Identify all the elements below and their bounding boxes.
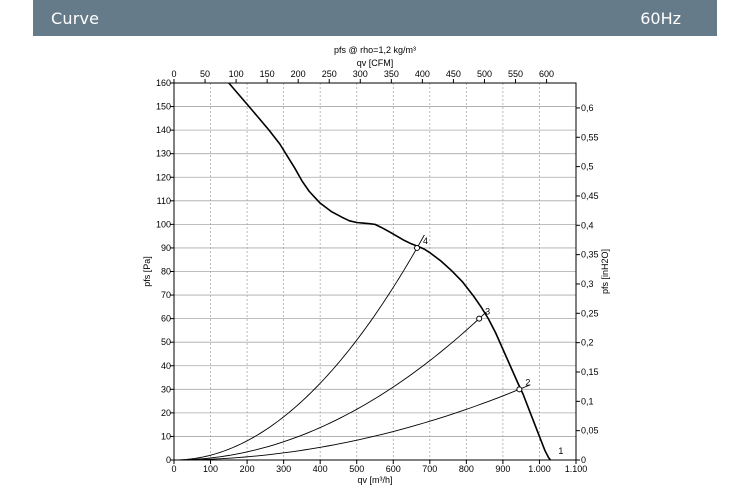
- y-tick-label: 150: [156, 102, 171, 112]
- y2-tick-label: 0,5: [581, 162, 594, 172]
- header-frequency: 60Hz: [640, 9, 681, 28]
- x-tick-label: 1.000: [528, 464, 551, 474]
- x2-tick-label: 400: [415, 69, 430, 79]
- system-curve-2: [173, 384, 531, 461]
- x2-tick-label: 50: [200, 69, 210, 79]
- y-tick-label: 0: [166, 455, 171, 465]
- x2-tick-label: 0: [171, 69, 176, 79]
- y2-tick-label: 0: [581, 455, 586, 465]
- x-tick-label: 500: [349, 464, 364, 474]
- operating-point-3: [476, 315, 483, 322]
- operating-point-label-4: 4: [423, 236, 428, 246]
- y2-tick-label: 0,2: [581, 338, 594, 348]
- y-tick-label: 120: [156, 172, 171, 182]
- y-tick-label: 30: [161, 384, 171, 394]
- y2-tick-label: 0,4: [581, 220, 594, 230]
- y2-tick-label: 0,35: [581, 250, 599, 260]
- x-tick-label: 100: [203, 464, 218, 474]
- x2-tick-label: 550: [508, 69, 523, 79]
- y-tick-label: 20: [161, 408, 171, 418]
- y2-tick-label: 0,15: [581, 367, 599, 377]
- y-tick-label: 70: [161, 290, 171, 300]
- x2-tick-label: 150: [260, 69, 275, 79]
- operating-point-4: [414, 244, 421, 251]
- x2-tick-label: 250: [322, 69, 337, 79]
- y-tick-label: 50: [161, 337, 171, 347]
- x2-tick-label: 500: [477, 69, 492, 79]
- x-axis-label: qv [m³/h]: [357, 475, 392, 485]
- x-tick-label: 300: [276, 464, 291, 474]
- operating-point-2: [516, 386, 523, 393]
- y2-tick-label: 0,45: [581, 191, 599, 201]
- operating-point-label-2: 2: [525, 377, 530, 387]
- y-tick-label: 10: [161, 431, 171, 441]
- y-tick-label: 80: [161, 267, 171, 277]
- header-bar: Curve 60Hz: [33, 0, 717, 36]
- system-curve-4: [173, 234, 425, 461]
- y2-tick-label: 0,25: [581, 308, 599, 318]
- x2-tick-label: 100: [229, 69, 244, 79]
- y-tick-label: 160: [156, 78, 171, 88]
- y-tick-label: 60: [161, 314, 171, 324]
- y2-axis-label: pfs [inH2O]: [600, 249, 610, 294]
- x-tick-label: 200: [240, 464, 255, 474]
- x-tick-label: 400: [313, 464, 328, 474]
- system-curve-3: [173, 311, 487, 461]
- x2-tick-label: 350: [384, 69, 399, 79]
- x2-axis-label: qv [CFM]: [357, 58, 394, 68]
- y-tick-label: 110: [157, 196, 171, 206]
- y2-tick-label: 0,3: [581, 279, 594, 289]
- x-tick-label: 0: [171, 464, 176, 474]
- x2-tick-label: 300: [353, 69, 368, 79]
- y-tick-label: 40: [161, 361, 171, 371]
- x-tick-label: 900: [495, 464, 510, 474]
- x-tick-label: 700: [422, 464, 437, 474]
- y-tick-label: 90: [161, 243, 171, 253]
- y2-tick-label: 0,1: [581, 396, 594, 406]
- x-tick-label: 800: [459, 464, 474, 474]
- x-tick-label: 1.100: [565, 464, 588, 474]
- x2-tick-label: 200: [291, 69, 306, 79]
- fan-curve-line: [228, 82, 552, 461]
- y-tick-label: 130: [156, 149, 171, 159]
- operating-point-label-1: 1: [558, 446, 563, 456]
- y2-tick-label: 0,05: [581, 426, 599, 436]
- operating-point-label-3: 3: [485, 307, 490, 317]
- y-tick-label: 140: [156, 125, 171, 135]
- y2-tick-label: 0,55: [581, 132, 599, 142]
- x2-tick-label: 600: [539, 69, 554, 79]
- x-tick-label: 600: [386, 464, 401, 474]
- header-title: Curve: [51, 9, 100, 28]
- y-axis-label: pfs [Pa]: [142, 256, 152, 287]
- x2-tick-label: 450: [446, 69, 461, 79]
- chart-title: pfs @ rho=1,2 kg/m³: [334, 45, 416, 55]
- y-tick-label: 100: [156, 219, 171, 229]
- y2-tick-label: 0,6: [581, 103, 594, 113]
